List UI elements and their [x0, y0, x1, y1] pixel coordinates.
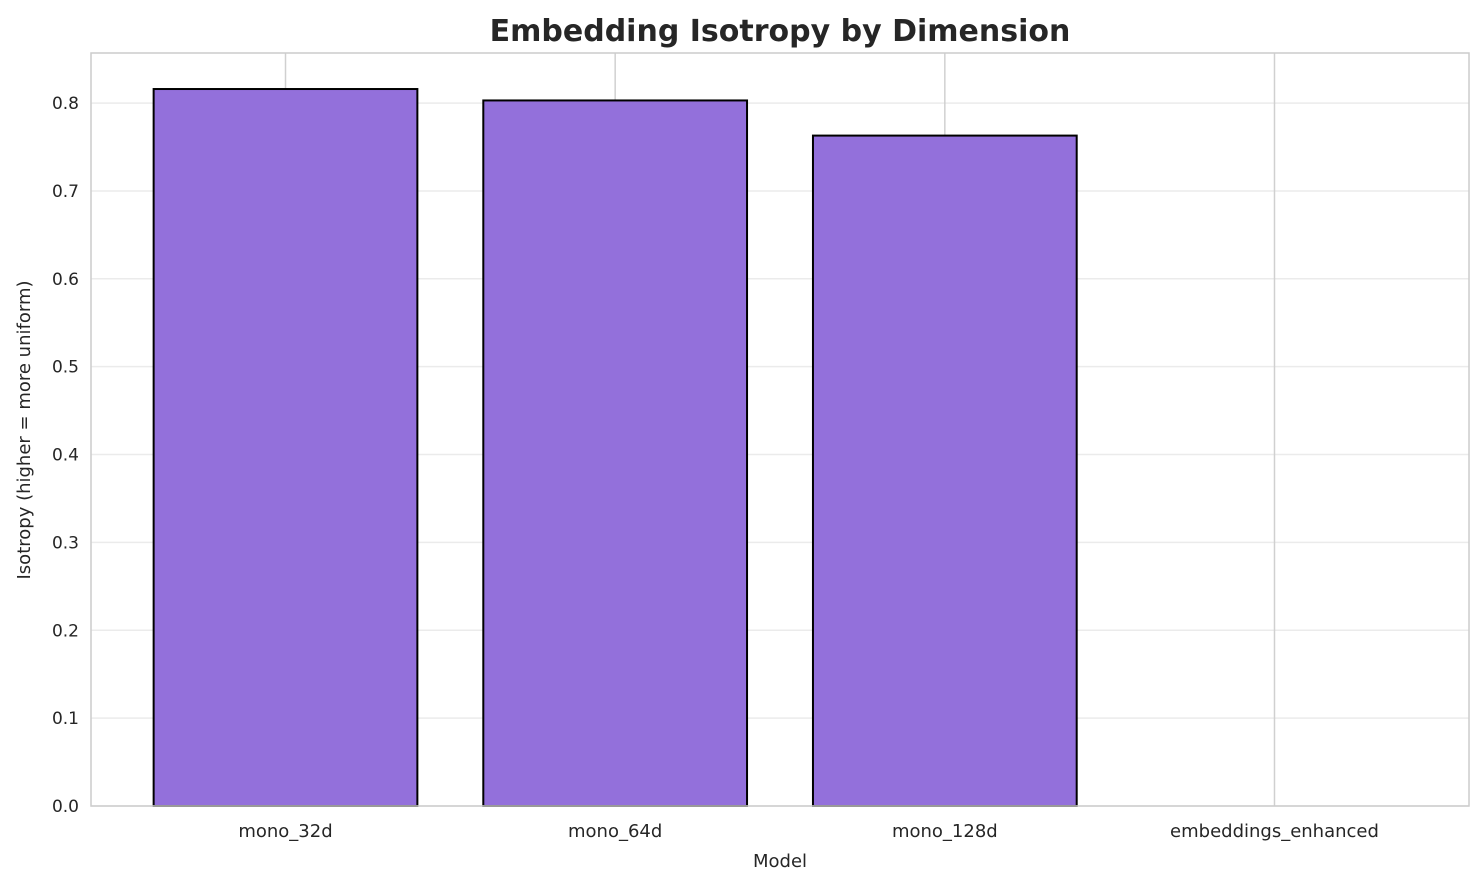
y-tick-label: 0.0	[52, 797, 79, 817]
bar-mono_64d	[482, 99, 749, 808]
x-tick-label: mono_32d	[238, 821, 332, 842]
y-tick-label: 0.6	[52, 270, 79, 290]
chart-title: Embedding Isotropy by Dimension	[490, 14, 1071, 49]
y-axis-label: Isotropy (higher = more uniform)	[14, 281, 35, 580]
y-tick-label: 0.7	[52, 182, 79, 202]
x-tick-label: mono_64d	[568, 821, 662, 842]
bar-mono_128d	[811, 134, 1078, 807]
x-tick-label: mono_128d	[892, 821, 998, 842]
x-axis-label: Model	[753, 851, 807, 872]
y-tick-label: 0.5	[52, 358, 79, 378]
x-tick-label: embeddings_enhanced	[1170, 821, 1379, 842]
y-tick-label: 0.8	[52, 94, 79, 114]
plot-frame	[90, 52, 1470, 807]
y-tick-label: 0.1	[52, 709, 79, 729]
y-tick-label: 0.3	[52, 533, 79, 553]
y-tick-label: 0.2	[52, 621, 79, 641]
bar-mono_32d	[152, 88, 419, 808]
y-tick-label: 0.4	[52, 446, 79, 466]
